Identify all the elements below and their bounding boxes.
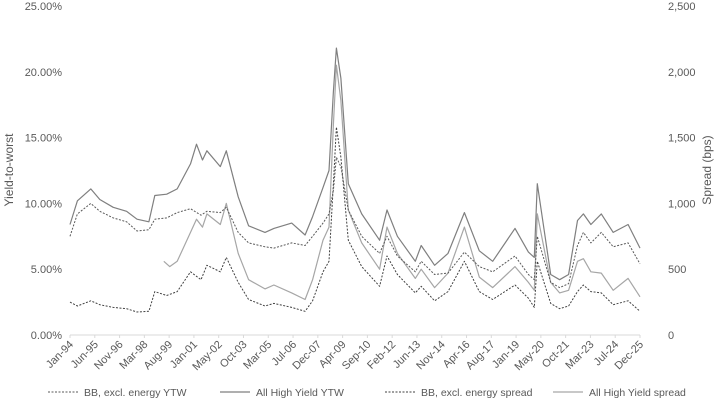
- series-line-all-high-yield-spread: [163, 64, 641, 301]
- right-tick-label: 2,000: [668, 67, 696, 79]
- legend-label: BB, excl. energy YTW: [84, 387, 187, 399]
- right-tick-label: 1,000: [668, 198, 696, 210]
- legend-label: BB, excl. energy spread: [421, 387, 533, 399]
- left-axis-title: Yield-to-worst: [2, 133, 16, 207]
- right-axis-title: Spread (bps): [700, 135, 714, 204]
- left-tick-label: 0.00%: [31, 330, 62, 342]
- right-tick-label: 1,500: [668, 133, 696, 145]
- legend-label: All High Yield spread: [589, 387, 686, 399]
- x-tick-label: Feb-12: [365, 339, 398, 372]
- series-line-all-high-yield-ytw: [69, 47, 641, 281]
- right-tick-label: 2,500: [668, 1, 696, 13]
- x-tick-label: Mar-23: [563, 339, 596, 372]
- right-tick-label: 500: [668, 264, 686, 276]
- series-line-bb-excl-energy-ytw: [69, 156, 641, 289]
- right-tick-label: 0: [668, 330, 674, 342]
- x-tick-label: Mar-05: [241, 339, 274, 372]
- series-line-bb-excl-energy-spread: [69, 126, 641, 313]
- left-tick-label: 25.00%: [25, 1, 63, 13]
- legend: BB, excl. energy YTW All High Yield YTW BB…: [48, 387, 686, 399]
- left-tick-label: 20.00%: [25, 67, 63, 79]
- left-tick-label: 5.00%: [31, 264, 62, 276]
- left-tick-label: 15.00%: [25, 133, 63, 145]
- left-tick-label: 10.00%: [25, 198, 63, 210]
- legend-label: All High Yield YTW: [256, 387, 344, 399]
